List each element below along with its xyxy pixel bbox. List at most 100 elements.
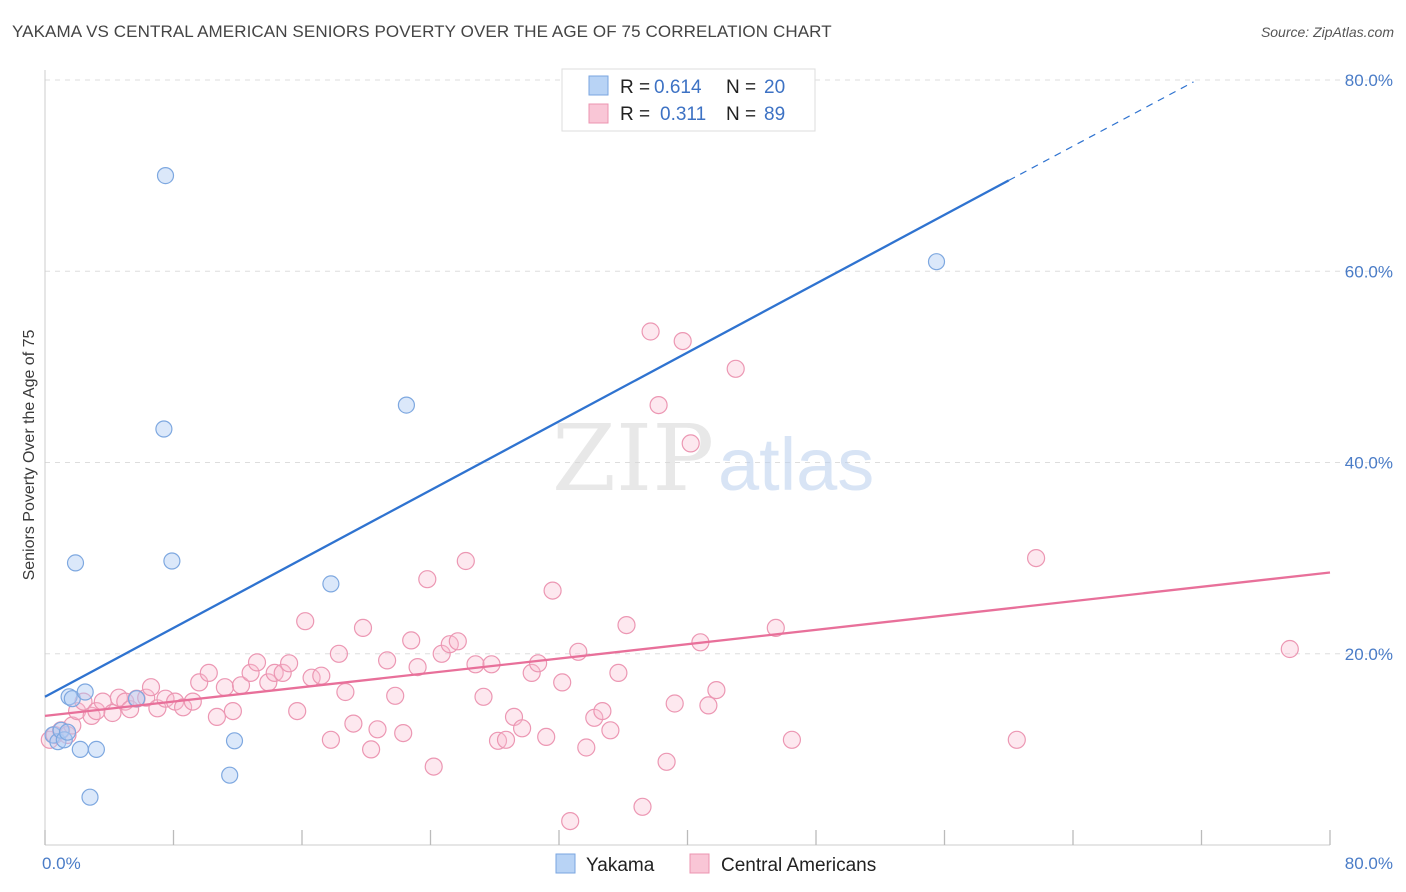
central-americans-point — [280, 654, 299, 673]
central-americans-point — [665, 694, 684, 713]
central-americans-point — [223, 701, 242, 721]
x-ticks — [44, 830, 1331, 845]
yakama-point — [221, 766, 239, 784]
y-tick-label-40: 40.0% — [1345, 454, 1393, 473]
central-americans-point — [782, 730, 802, 749]
x-tick-label-min: 0.0% — [42, 854, 81, 873]
central-americans-trend-line — [44, 571, 1331, 718]
central-americans-point — [241, 663, 260, 683]
central-americans-point — [657, 752, 676, 771]
central-americans-point — [673, 332, 692, 351]
yakama-point — [81, 788, 99, 806]
bottom-legend-swatch-yakama — [555, 853, 576, 874]
watermark: ZIP atlas — [552, 405, 874, 512]
central-americans-point — [183, 692, 202, 711]
central-americans-point — [141, 678, 161, 697]
central-americans-point — [537, 727, 556, 747]
central-americans-point — [408, 657, 427, 677]
legend-r-label-central: R = — [620, 104, 650, 125]
y-axis-label: Seniors Poverty Over the Age of 75 — [21, 330, 38, 581]
legend-n-value-central: 89 — [764, 104, 785, 125]
central-americans-point — [312, 666, 331, 685]
yakama-point — [52, 721, 70, 739]
yakama-trend-line — [44, 179, 1010, 698]
central-americans-point — [707, 680, 726, 700]
central-americans-point — [681, 434, 700, 453]
central-americans-point — [577, 738, 596, 757]
central-americans-point — [561, 811, 580, 831]
legend-r-value-central: 0.311 — [660, 104, 706, 125]
yakama-points — [44, 167, 946, 806]
central-americans-point — [1280, 639, 1299, 659]
watermark-atlas: atlas — [718, 423, 874, 506]
yakama-trend-extension — [1008, 81, 1194, 181]
central-americans-point — [466, 655, 485, 674]
central-americans-point — [601, 721, 620, 740]
central-americans-point — [418, 570, 437, 589]
yakama-point — [163, 552, 181, 570]
legend: R = 0.614 N = 20 R = 0.311 N = 89 — [561, 68, 816, 132]
yakama-point — [58, 723, 77, 741]
central-americans-point — [215, 678, 234, 697]
legend-r-value-yakama: 0.614 — [654, 77, 702, 98]
central-americans-point — [190, 673, 209, 692]
legend-swatch-yakama — [588, 75, 609, 96]
y-tick-labels: 20.0% 40.0% 60.0% 80.0% — [1345, 71, 1393, 664]
central-americans-point — [1026, 548, 1046, 568]
legend-n-label-central: N = — [726, 104, 756, 125]
legend-n-label-yakama: N = — [726, 77, 756, 98]
central-americans-point — [288, 701, 307, 721]
y-tick-label-60: 60.0% — [1345, 262, 1393, 281]
central-americans-point — [641, 322, 660, 341]
central-americans-point — [368, 720, 387, 739]
central-americans-points — [40, 322, 1299, 831]
central-americans-point — [474, 687, 493, 706]
central-americans-point — [522, 663, 541, 683]
yakama-point — [87, 740, 106, 759]
legend-r-label-yakama: R = — [620, 77, 650, 98]
central-americans-point — [296, 612, 315, 631]
central-americans-point — [766, 618, 785, 638]
central-americans-point — [329, 644, 348, 663]
yakama-point — [155, 420, 173, 438]
legend-swatch-central — [588, 103, 609, 124]
central-americans-point — [1007, 730, 1026, 749]
central-americans-point — [353, 618, 373, 638]
central-americans-point — [386, 686, 405, 705]
y-tick-label-20: 20.0% — [1345, 645, 1393, 664]
grid — [45, 79, 1393, 655]
y-tick-label-80: 80.0% — [1345, 71, 1393, 90]
central-americans-point — [617, 615, 636, 635]
yakama-point — [71, 740, 89, 759]
central-americans-point — [207, 707, 226, 727]
yakama-point — [156, 167, 175, 185]
chart-title: YAKAMA VS CENTRAL AMERICAN SENIORS POVER… — [12, 22, 832, 41]
central-americans-point — [553, 673, 572, 692]
x-tick-label-max: 80.0% — [1345, 854, 1393, 873]
central-americans-point — [528, 654, 548, 673]
central-americans-point — [609, 663, 628, 683]
central-americans-point — [394, 723, 413, 743]
trend-lines — [44, 81, 1331, 718]
central-americans-point — [633, 797, 652, 816]
central-americans-point — [448, 632, 467, 651]
central-americans-point — [496, 730, 516, 749]
bottom-legend-label-yakama: Yakama — [586, 855, 655, 876]
yakama-point — [76, 683, 94, 701]
legend-n-value-yakama: 20 — [764, 77, 785, 98]
central-americans-point — [321, 730, 340, 749]
yakama-point — [225, 732, 244, 750]
central-americans-point — [402, 631, 421, 650]
central-americans-point — [378, 651, 397, 670]
yakama-point — [397, 396, 415, 414]
central-americans-point — [593, 701, 612, 721]
central-americans-point — [344, 714, 363, 733]
central-americans-point — [273, 663, 292, 683]
central-americans-point — [247, 653, 267, 672]
central-americans-point — [543, 581, 562, 600]
bottom-legend: Yakama Central Americans — [555, 853, 876, 876]
watermark-zip: ZIP — [552, 405, 714, 512]
central-americans-point — [362, 740, 381, 759]
central-americans-point — [456, 551, 475, 571]
bottom-legend-label-central: Central Americans — [721, 855, 876, 876]
